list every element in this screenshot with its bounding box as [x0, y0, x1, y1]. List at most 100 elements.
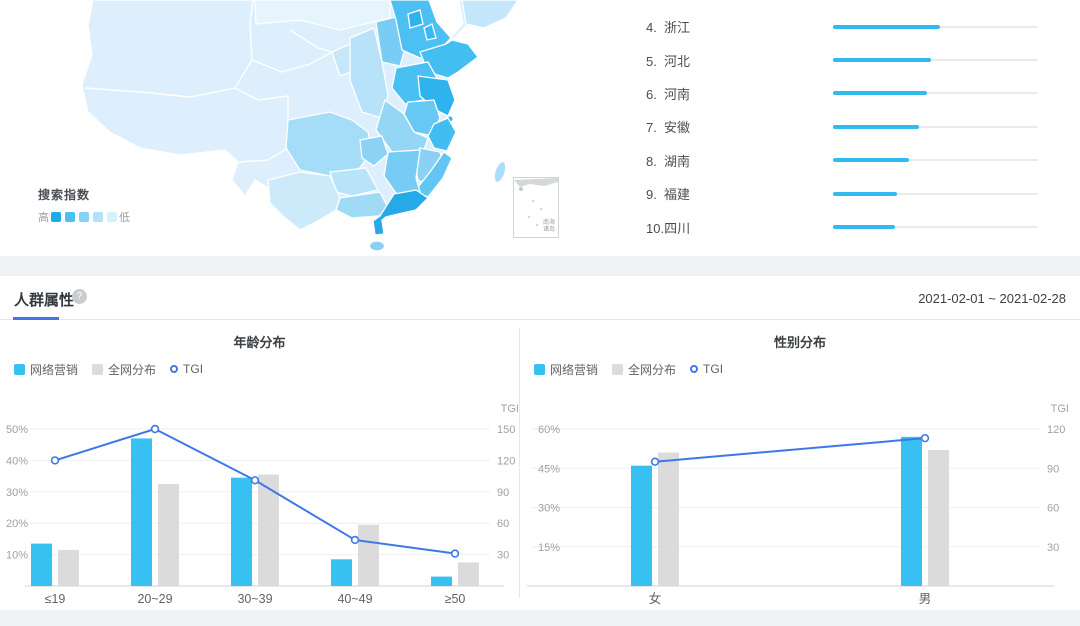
rank-bar-track — [833, 225, 1038, 230]
legend-item-全网分布[interactable]: 全网分布 — [612, 361, 676, 378]
help-icon[interactable]: ? — [72, 289, 87, 304]
map-legend-title: 搜索指数 — [38, 188, 91, 202]
rank-bar-track — [833, 158, 1038, 163]
legend-swatch-3 — [79, 212, 89, 222]
legend-swatch-1 — [51, 212, 61, 222]
series-swatch-icon — [534, 363, 545, 375]
svg-text:50%: 50% — [6, 424, 28, 436]
svg-text:40%: 40% — [6, 455, 28, 467]
legend-low-label: 低 — [119, 212, 130, 224]
rank-row[interactable]: 6. 河南 — [620, 77, 1066, 110]
rank-label: 9. 福建 — [646, 187, 691, 203]
legend-label: 网络营销 — [550, 362, 599, 377]
inset-coast-shape — [514, 178, 558, 191]
svg-text:TGI: TGI — [1051, 403, 1069, 415]
legend-label: 全网分布 — [628, 362, 677, 377]
inset-label: 南海诸岛 — [542, 220, 555, 233]
series-swatch-icon — [14, 363, 25, 375]
svg-text:40~49: 40~49 — [337, 592, 372, 606]
rank-bar-fill — [833, 124, 920, 129]
rank-bar-fill — [833, 225, 895, 230]
legend-swatch-2 — [65, 212, 75, 222]
svg-text:30~39: 30~39 — [237, 592, 272, 606]
svg-text:120: 120 — [497, 455, 515, 467]
rank-bar-fill — [833, 58, 932, 63]
svg-text:15%: 15% — [538, 542, 560, 554]
rank-bar-fill — [833, 158, 909, 163]
rank-bar-fill — [833, 91, 928, 96]
gender-distribution-chart[interactable]: 15% 30% 45% 60% 30 60 90 120 TGI 女 男 — [520, 392, 1080, 612]
map-provinces[interactable] — [267, 0, 519, 252]
rank-row[interactable]: 5. 河北 — [620, 43, 1066, 76]
svg-text:20~29: 20~29 — [137, 592, 172, 606]
svg-text:30: 30 — [497, 550, 509, 562]
legend-swatch-4 — [93, 212, 103, 222]
legend-label: TGI — [703, 362, 724, 376]
gender-chart-panel: 性别分布 网络营销 全网分布 TGI 15% 30% 45% 60% 30 60 90 120 TG… — [520, 320, 1080, 609]
svg-text:20%: 20% — [6, 518, 28, 530]
active-tab-underline — [13, 317, 59, 320]
legend-item-网络营销[interactable]: 网络营销 — [14, 361, 78, 378]
legend-item-tgi[interactable]: TGI — [170, 362, 203, 376]
region-distribution-card: 搜索指数 高 低 — [0, 0, 1080, 256]
svg-text:≤19: ≤19 — [45, 592, 66, 606]
svg-text:10%: 10% — [6, 550, 28, 562]
legend-item-tgi[interactable]: TGI — [690, 362, 723, 376]
rank-label: 8. 湖南 — [646, 153, 691, 169]
svg-text:60: 60 — [497, 518, 509, 530]
series-swatch-icon — [92, 363, 104, 375]
tgi-marker-icon — [690, 365, 699, 373]
rank-bar-fill — [833, 191, 897, 196]
demographics-header: 人群属性 ? 2021-02-01 ~ 2021-02-28 — [0, 276, 1080, 320]
south-china-sea-inset: 南海诸岛 — [513, 177, 559, 238]
svg-text:90: 90 — [1047, 463, 1059, 475]
province-rank-list: 4. 浙江 5. 河北 6. 河南 7. 安徽 8. 湖南 9. 福建 10.四川 — [620, 10, 1066, 244]
rank-label: 6. 河南 — [646, 86, 691, 102]
gender-chart-legend: 网络营销 全网分布 TGI — [534, 361, 1080, 377]
rank-bar-track — [833, 24, 1038, 29]
date-range[interactable]: 2021-02-01 ~ 2021-02-28 — [918, 291, 1066, 306]
rank-bar-track — [833, 58, 1038, 63]
rank-bar-track — [833, 191, 1038, 196]
svg-text:90: 90 — [497, 487, 509, 499]
china-map-container: 搜索指数 高 低 — [0, 0, 620, 256]
svg-text:女: 女 — [649, 591, 662, 606]
legend-item-全网分布[interactable]: 全网分布 — [92, 361, 156, 378]
svg-text:≥50: ≥50 — [445, 592, 466, 606]
map-legend: 搜索指数 高 低 — [38, 186, 130, 225]
svg-text:30%: 30% — [6, 487, 28, 499]
svg-text:30%: 30% — [538, 503, 560, 515]
legend-item-网络营销[interactable]: 网络营销 — [534, 361, 598, 378]
age-chart-panel: 年龄分布 网络营销 全网分布 TGI 10% 20% 30% 40% 50% 30 60 90 12… — [0, 320, 519, 609]
rank-bar-track — [833, 124, 1038, 129]
rank-row[interactable]: 8. 湖南 — [620, 144, 1066, 177]
rank-bar-track — [833, 91, 1038, 96]
charts-row: 年龄分布 网络营销 全网分布 TGI 10% 20% 30% 40% 50% 30 60 90 12… — [0, 320, 1080, 609]
rank-row[interactable]: 4. 浙江 — [620, 10, 1066, 43]
age-chart-title: 年龄分布 — [233, 335, 286, 350]
rank-row[interactable]: 9. 福建 — [620, 177, 1066, 210]
legend-swatch-5 — [107, 212, 117, 222]
svg-text:60: 60 — [1047, 503, 1059, 515]
svg-text:30: 30 — [1047, 542, 1059, 554]
bottom-gap — [0, 610, 1080, 626]
rank-label: 4. 浙江 — [646, 20, 691, 36]
rank-label: 10.四川 — [646, 220, 691, 236]
age-distribution-chart[interactable]: 10% 20% 30% 40% 50% 30 60 90 120 150 TGI ≤19 20~29 30… — [0, 392, 519, 612]
tgi-marker-icon — [170, 365, 179, 373]
svg-text:TGI: TGI — [501, 403, 519, 415]
legend-high-label: 高 — [38, 212, 49, 224]
svg-text:男: 男 — [919, 592, 932, 606]
rank-row[interactable]: 7. 安徽 — [620, 110, 1066, 143]
demographics-card: 人群属性 ? 2021-02-01 ~ 2021-02-28 年龄分布 网络营销… — [0, 276, 1080, 610]
section-title: 人群属性 — [14, 292, 75, 309]
rank-label: 7. 安徽 — [646, 120, 691, 136]
series-swatch-icon — [612, 363, 624, 375]
gender-chart-title: 性别分布 — [773, 335, 826, 350]
rank-row[interactable]: 10.四川 — [620, 210, 1066, 243]
svg-text:60%: 60% — [538, 424, 560, 436]
rank-bar-fill — [833, 24, 940, 29]
china-choropleth-map[interactable] — [0, 0, 620, 256]
svg-text:120: 120 — [1047, 424, 1065, 436]
